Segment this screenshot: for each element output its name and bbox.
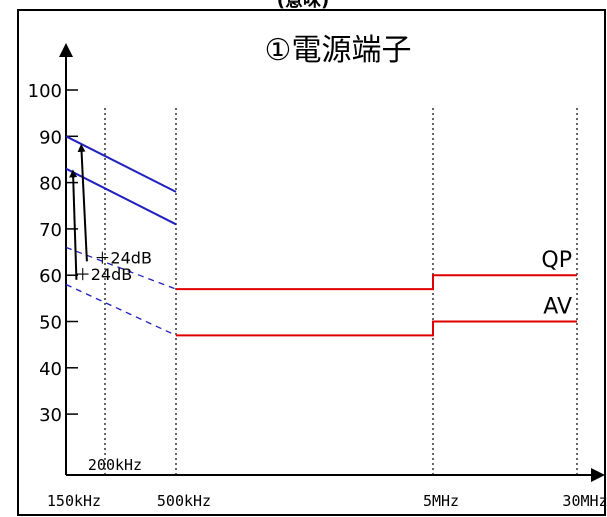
chart-frame	[17, 9, 606, 516]
y-tick-label: 90	[39, 127, 62, 148]
gridline-label: 200kHz	[88, 456, 142, 474]
annotation-label: ＋24dB	[94, 249, 151, 268]
series-line	[176, 274, 577, 291]
series-line	[65, 167, 177, 226]
chart-title: ①電源端子	[265, 33, 412, 68]
x-tick-label: 500kHz	[157, 492, 211, 510]
y-tick-label: 40	[39, 359, 62, 380]
x-tick-label: 150kHz	[47, 492, 101, 510]
shift-arrow	[69, 169, 78, 280]
series-line	[65, 246, 177, 290]
x-tick-label: 30MHz	[562, 492, 607, 510]
shift-arrow	[77, 143, 88, 262]
y-tick-label: 100	[28, 81, 62, 102]
series-line	[176, 320, 577, 337]
annotation-label: ＋24dB	[75, 265, 133, 284]
y-tick-label: 70	[39, 220, 62, 241]
series-line	[65, 283, 177, 336]
series-label: QP	[541, 248, 572, 273]
header-fragment: (意味)	[277, 0, 329, 11]
series-label: AV	[543, 295, 572, 320]
y-tick-label: 30	[39, 405, 62, 426]
y-tick-label: 50	[39, 313, 62, 334]
y-tick-label: 60	[39, 266, 62, 287]
x-tick-label: 5MHz	[423, 492, 459, 510]
y-tick-label: 80	[39, 174, 62, 195]
